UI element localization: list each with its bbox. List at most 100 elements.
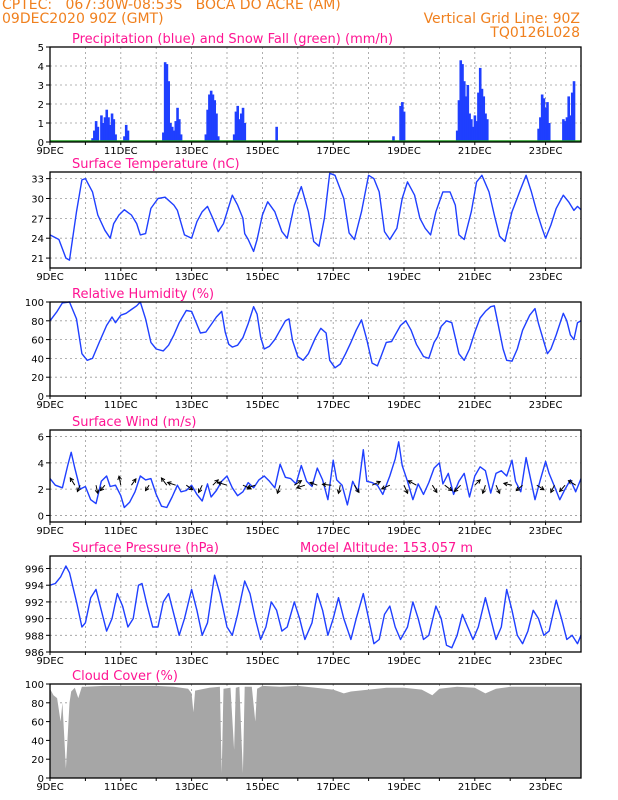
humidity-ytick-label: 80: [31, 317, 44, 328]
precip-bar: [241, 107, 245, 142]
precip-bar: [471, 126, 475, 142]
pressure-ytick-label: 986: [25, 648, 44, 659]
precip-bar: [572, 81, 576, 142]
pressure-ytick-label: 994: [25, 581, 44, 592]
precip-bar: [167, 81, 170, 142]
wind-arrow: [95, 485, 99, 494]
wind-arrow: [99, 484, 106, 491]
wind-arrow: [145, 484, 150, 491]
precip-bar: [213, 100, 217, 142]
precip-ytick-label: 4: [38, 62, 44, 73]
humidity-title: Relative Humidity (%): [72, 287, 214, 302]
humidity-xtick-label: 13DEC: [175, 400, 209, 411]
wind-arrow-head: [447, 486, 453, 492]
wind-arrow-head: [117, 475, 122, 481]
humidity-xtick-label: 21DEC: [458, 400, 492, 411]
precip-bar: [473, 115, 477, 142]
wind-arrow: [550, 484, 555, 493]
pressure-xtick-label: 13DEC: [175, 656, 209, 667]
precip-bar: [126, 130, 130, 142]
header-model-id: TQ0126L028: [490, 25, 580, 41]
precip-xtick-label: 19DEC: [387, 146, 421, 157]
precip-bar: [563, 121, 567, 142]
precip-bar: [399, 105, 402, 142]
wind-arrow: [293, 480, 302, 486]
precip-bar: [108, 124, 112, 142]
temperature-ytick-label: 33: [31, 175, 44, 186]
wind-xtick-label: 15DEC: [246, 526, 280, 537]
precip-bar: [238, 119, 241, 142]
temperature-frame: [49, 171, 582, 269]
wind-arrow-head: [376, 480, 382, 486]
precip-bar: [565, 117, 569, 142]
precip-bar: [209, 90, 213, 142]
temperature-xtick-label: 17DEC: [316, 272, 350, 283]
precip-ytick-label: 2: [38, 100, 44, 111]
pressure-xtick-label: 11DEC: [104, 656, 138, 667]
wind-arrow: [276, 485, 281, 494]
wind-ytick-label: 4: [38, 459, 44, 470]
cloud-ytick-label: 20: [31, 755, 44, 766]
precip-bar: [110, 113, 114, 142]
precip-bar: [459, 60, 463, 142]
wind-arrow-head: [404, 489, 409, 495]
wind-xtick-label: 11DEC: [104, 526, 138, 537]
wind-arrow-head: [515, 486, 521, 492]
cloud-ytick-label: 80: [31, 699, 44, 710]
wind-arrow: [403, 484, 409, 494]
wind-arrow: [495, 484, 501, 494]
precip-bar: [547, 123, 551, 142]
wind-arrow: [185, 484, 193, 491]
precip-bar: [107, 117, 110, 142]
wind-arrow: [503, 482, 513, 486]
precip-bar: [243, 123, 247, 142]
precip-bar: [94, 121, 98, 142]
cloud-xtick-label: 9DEC: [36, 782, 63, 793]
humidity-xtick-label: 15DEC: [246, 400, 280, 411]
pressure-xtick-label: 15DEC: [246, 656, 280, 667]
precip-bar: [100, 115, 103, 142]
humidity-xtick-label: 9DEC: [36, 400, 63, 411]
temperature-xtick-label: 13DEC: [175, 272, 209, 283]
pressure-title: Surface Pressure (hPa): [72, 541, 219, 556]
temperature-xtick-label: 15DEC: [246, 272, 280, 283]
wind-arrow: [296, 484, 306, 489]
wind-arrow: [408, 480, 417, 486]
precip-bar: [114, 134, 117, 142]
wind-arrow-head: [567, 480, 573, 485]
precip-bar: [93, 130, 96, 142]
header-grid-note: Vertical Grid Line: 90Z: [423, 11, 580, 27]
pressure-xtick-label: 23DEC: [529, 656, 563, 667]
header-location: CPTEC: 067:30W-08:53S BOCA DO ACRE (AM): [2, 0, 341, 13]
precip-xtick-label: 13DEC: [175, 146, 209, 157]
wind-arrow: [453, 484, 461, 492]
wind-arrow-head: [539, 485, 545, 491]
wind-arrow-head: [407, 480, 413, 485]
precip-bar: [567, 96, 571, 142]
pressure-xtick-label: 21DEC: [458, 656, 492, 667]
wind-arrow: [444, 484, 453, 492]
precip-bar: [570, 92, 574, 142]
temperature-xtick-label: 19DEC: [387, 272, 421, 283]
temperature-xtick-label: 9DEC: [36, 272, 63, 283]
wind-arrow: [559, 484, 566, 492]
wind-xtick-label: 19DEC: [387, 526, 421, 537]
precip-bar: [206, 109, 209, 142]
wind-xtick-label: 23DEC: [529, 526, 563, 537]
precip-bar: [470, 119, 473, 142]
temperature-line: [49, 172, 582, 261]
wind-arrow: [118, 476, 122, 486]
wind-arrow: [167, 482, 176, 486]
wind-arrow: [322, 483, 332, 486]
wind-arrow: [217, 482, 228, 486]
precip-xtick-label: 23DEC: [529, 146, 563, 157]
wind-arrow-head: [188, 485, 194, 491]
temperature-title: Surface Temperature (nC): [72, 157, 240, 172]
wind-arrow-head: [355, 488, 360, 494]
wind-arrow-head: [69, 477, 75, 483]
pressure-line: [49, 565, 582, 649]
wind-ytick-label: 6: [38, 433, 44, 444]
wind-arrow-head: [496, 489, 501, 495]
cloud-xtick-label: 21DEC: [458, 782, 492, 793]
precip-bar: [204, 134, 208, 142]
